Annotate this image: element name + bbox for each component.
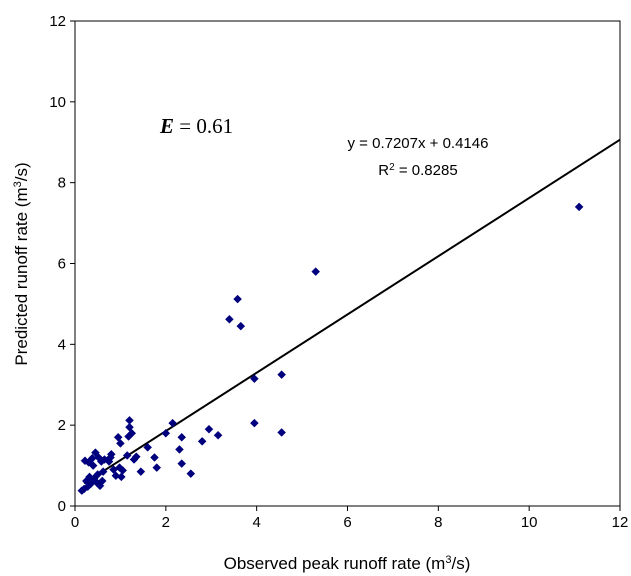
data-point bbox=[131, 452, 141, 462]
data-point bbox=[197, 436, 207, 446]
x-axis-label: Observed peak runoff rate (m3/s) bbox=[224, 554, 471, 573]
data-point bbox=[250, 418, 259, 428]
x-axis-label-suffix: /s) bbox=[451, 554, 470, 573]
axis-ticks: 0 2 4 6 8 10 12 0 2 4 6 8 10 12 bbox=[49, 13, 628, 531]
data-point bbox=[118, 466, 128, 475]
y-tick-label: 0 bbox=[58, 498, 66, 515]
efficiency-value: = 0.61 bbox=[174, 114, 233, 138]
x-tick-label: 0 bbox=[71, 514, 79, 531]
x-tick-label: 12 bbox=[612, 514, 629, 531]
data-point bbox=[175, 445, 184, 454]
x-tick-label: 6 bbox=[343, 514, 351, 531]
x-tick-label: 2 bbox=[162, 514, 170, 531]
data-point bbox=[88, 461, 98, 470]
data-point bbox=[277, 370, 286, 379]
data-point bbox=[125, 415, 134, 425]
regression-equation: y = 0.7207x + 0.4146 bbox=[348, 135, 489, 152]
data-point bbox=[116, 439, 125, 448]
data-point bbox=[177, 459, 187, 468]
x-tick-label: 10 bbox=[521, 514, 538, 531]
x-tick-label: 4 bbox=[252, 514, 260, 531]
y-axis-label-suffix: /s) bbox=[12, 162, 31, 181]
data-point bbox=[106, 449, 116, 459]
y-tick-label: 8 bbox=[58, 175, 66, 192]
data-point bbox=[204, 424, 214, 434]
efficiency-annotation: E = 0.61 bbox=[159, 114, 233, 138]
data-point bbox=[186, 469, 196, 479]
data-point bbox=[98, 467, 108, 476]
r-squared-prefix: R bbox=[378, 162, 389, 179]
plot-frame bbox=[74, 20, 621, 507]
y-tick-label: 4 bbox=[58, 336, 66, 353]
data-point bbox=[311, 267, 321, 276]
y-axis-label-prefix: Predicted runoff rate (m bbox=[12, 187, 31, 365]
y-tick-label: 12 bbox=[49, 13, 66, 30]
y-tick-label: 6 bbox=[58, 256, 66, 273]
data-point bbox=[97, 476, 107, 486]
data-point bbox=[122, 451, 132, 460]
data-point bbox=[127, 428, 137, 438]
y-tick-label: 10 bbox=[49, 94, 66, 111]
data-point bbox=[143, 443, 153, 452]
x-tick-label: 8 bbox=[434, 514, 442, 531]
data-point bbox=[168, 418, 177, 428]
x-axis-label-sup: 3 bbox=[445, 554, 451, 566]
data-point bbox=[277, 428, 286, 437]
data-point bbox=[236, 321, 246, 331]
data-point bbox=[150, 453, 159, 462]
data-point bbox=[152, 463, 162, 472]
data-point bbox=[116, 472, 126, 482]
plot-area bbox=[74, 20, 621, 507]
efficiency-symbol: E bbox=[159, 114, 174, 138]
data-point bbox=[213, 430, 223, 440]
x-axis-label-prefix: Observed peak runoff rate (m bbox=[224, 554, 446, 573]
r-squared-value: = 0.8285 bbox=[395, 162, 458, 179]
y-axis-label-sup: 3 bbox=[12, 181, 24, 187]
data-points bbox=[77, 202, 584, 495]
data-point bbox=[250, 374, 259, 384]
y-axis-label: Predicted runoff rate (m3/s) bbox=[12, 162, 31, 365]
data-point bbox=[161, 428, 171, 438]
data-point bbox=[225, 314, 234, 324]
y-tick-label: 2 bbox=[58, 417, 66, 434]
r-squared-sup: 2 bbox=[389, 162, 395, 173]
data-point bbox=[177, 432, 187, 442]
data-point bbox=[574, 202, 584, 212]
data-point bbox=[233, 294, 242, 304]
data-point bbox=[136, 467, 146, 476]
r-squared-annotation: R2 = 0.8285 bbox=[378, 162, 457, 180]
